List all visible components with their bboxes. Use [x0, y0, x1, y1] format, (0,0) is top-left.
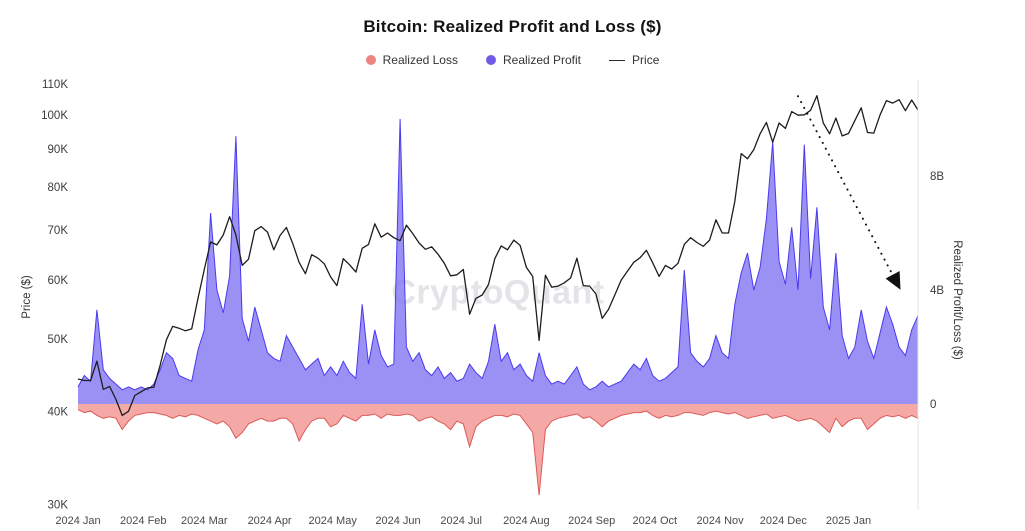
legend-label: Realized Loss	[382, 53, 458, 67]
x-axis-tick-label: 2024 Apr	[248, 515, 292, 527]
x-axis-ticks: 2024 Jan 2024 Feb 2024 Mar 2024 Apr 2024 May…	[55, 515, 871, 527]
x-axis-tick-label: 2024 Jan	[55, 515, 100, 527]
price-line-icon	[609, 59, 626, 61]
x-axis-tick-label: 2025 Jan	[826, 515, 871, 527]
left-axis-tick-label: 60K	[48, 275, 69, 287]
x-axis-tick-label: 2024 Aug	[503, 515, 550, 527]
realized-profit-area	[78, 119, 918, 404]
realized-profit-dot-icon	[485, 55, 496, 65]
realized-profit-edge	[77, 118, 919, 391]
right-axis-tick-label: 0	[930, 399, 936, 411]
right-axis-ticks: 8B 4B 0	[930, 171, 944, 411]
right-axis-tick-label: 4B	[930, 285, 944, 297]
legend-item-realized-loss[interactable]: Realized Loss	[365, 53, 458, 67]
left-axis-tick-label: 100K	[41, 110, 68, 122]
x-axis-tick-label: 2024 Dec	[760, 515, 808, 527]
realized-loss-dot-icon	[365, 55, 376, 65]
left-axis-tick-label: 40K	[48, 406, 69, 418]
right-axis-tick-label: 8B	[930, 171, 944, 183]
realized-loss-edge	[77, 409, 919, 496]
legend-item-realized-profit[interactable]: Realized Profit	[485, 53, 582, 67]
chart-legend: Realized Loss Realized Profit Price	[0, 53, 1025, 67]
x-axis-tick-label: 2024 May	[309, 515, 358, 527]
x-axis-tick-label: 2024 Jun	[375, 515, 420, 527]
left-axis-tick-label: 70K	[48, 225, 69, 237]
left-axis-tick-label: 90K	[48, 144, 69, 156]
left-axis-tick-label: 80K	[48, 182, 69, 194]
legend-label: Price	[632, 53, 660, 67]
left-axis-ticks: 110K 100K 90K 80K 70K 60K 50K 40K 30K	[41, 79, 68, 511]
left-axis-tick-label: 30K	[48, 499, 69, 511]
x-axis-tick-label: 2024 Nov	[697, 515, 745, 527]
x-axis-tick-label: 2024 Feb	[120, 515, 166, 527]
price-line	[77, 95, 919, 417]
x-axis-tick-label: 2024 Jul	[440, 515, 482, 527]
x-axis-tick-label: 2024 Sep	[568, 515, 615, 527]
x-axis-tick-label: 2024 Oct	[632, 515, 677, 527]
legend-item-price[interactable]: Price	[609, 53, 659, 67]
chart-title: Bitcoin: Realized Profit and Loss ($)	[363, 17, 662, 36]
realized-loss-area	[78, 404, 918, 496]
legend-label: Realized Profit	[502, 53, 582, 67]
x-axis-tick-label: 2024 Mar	[181, 515, 228, 527]
left-axis-tick-label: 50K	[48, 334, 69, 346]
left-axis-tick-label: 110K	[42, 79, 68, 91]
